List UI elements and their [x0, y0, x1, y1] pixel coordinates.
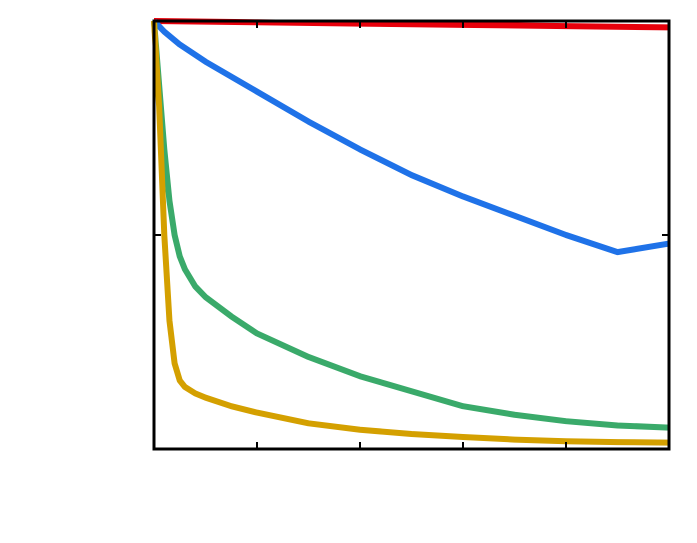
series-line-green: [151, 20, 670, 431]
series-layer: [151, 18, 670, 446]
series-line-gold: [151, 20, 670, 446]
series-line-blue: [151, 18, 670, 256]
axes-layer: [152, 19, 671, 451]
axes-frame: [152, 19, 671, 451]
